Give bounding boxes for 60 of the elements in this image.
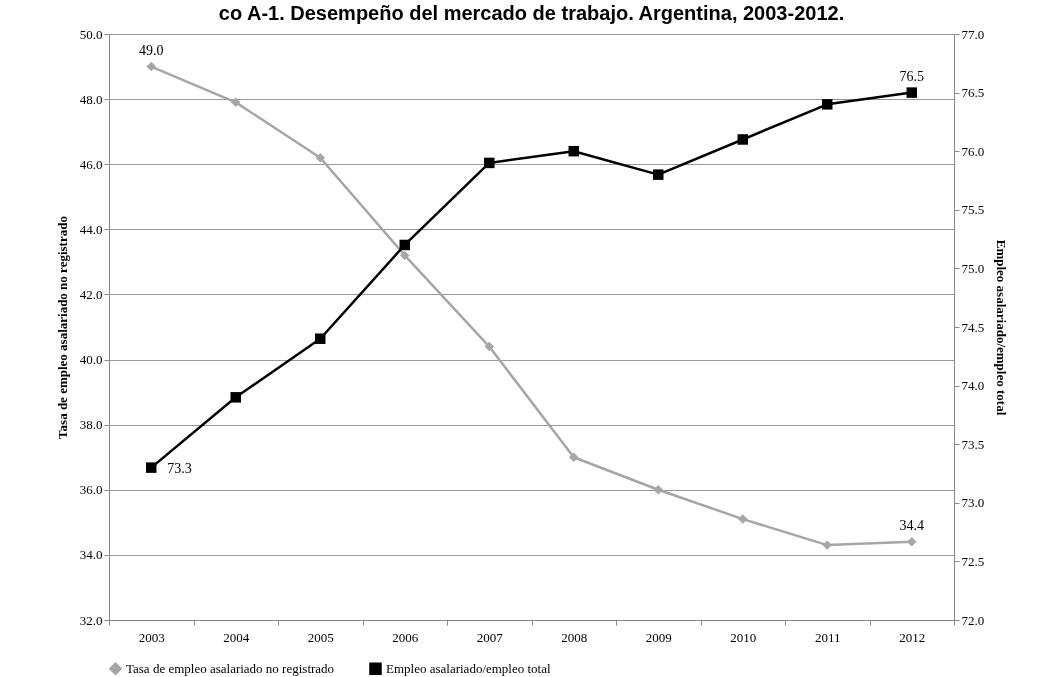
point <box>399 239 410 251</box>
point <box>822 540 832 550</box>
x-tick-label: 2005 <box>307 629 334 645</box>
x-tick-label: 2010 <box>730 629 757 645</box>
x-tick-label: 2006 <box>392 629 419 645</box>
point <box>400 250 410 261</box>
point <box>230 392 241 403</box>
point <box>484 341 494 352</box>
point <box>146 61 156 72</box>
x-tick-label: 2009 <box>645 629 672 645</box>
point <box>569 452 579 462</box>
data-label: 76.5 <box>899 68 924 84</box>
point <box>146 462 157 473</box>
data-label: 73.3 <box>167 460 192 476</box>
y-tick-label: 42.0 <box>79 286 103 302</box>
point <box>568 145 579 157</box>
point <box>653 485 663 495</box>
y2-tick-label: 74.0 <box>961 378 985 394</box>
x-tick-label: 2004 <box>223 629 250 645</box>
point <box>315 333 326 344</box>
y2-tick-label: 75.5 <box>961 202 985 218</box>
y-tick-label: 32.0 <box>79 612 103 628</box>
x-tick-label: 2007 <box>476 629 504 645</box>
y2-tick-label: 73.5 <box>961 436 985 452</box>
y-tick-label: 36.0 <box>79 482 103 498</box>
point <box>907 537 917 547</box>
legend-label: Empleo asalariado/empleo total <box>386 660 551 676</box>
point <box>738 514 748 524</box>
y2-tick-label: 76.0 <box>961 143 985 159</box>
point <box>653 169 664 180</box>
y-tick-label: 50.0 <box>79 26 103 42</box>
y-axis-title: Tasa de empleo asalariado no registrado <box>54 216 70 439</box>
point <box>906 87 917 98</box>
y2-axis-title: Empleo asalariado/empleo total <box>994 239 1010 416</box>
data-label: 49.0 <box>139 42 164 58</box>
point <box>737 134 748 145</box>
chart-title: co A-1. Desempeño del mercado de trabajo. Argentina, 2003-2012. <box>218 2 845 24</box>
y-tick-label: 38.0 <box>79 417 103 433</box>
y-tick-label: 40.0 <box>79 352 103 368</box>
point <box>315 152 325 163</box>
x-tick-label: 2011 <box>814 629 841 645</box>
point <box>484 157 495 169</box>
y2-tick-label: 72.5 <box>961 553 985 569</box>
point <box>231 97 241 108</box>
y2-tick-label: 74.5 <box>961 319 985 335</box>
x-tick-label: 2003 <box>138 629 165 645</box>
legend-label: Tasa de empleo asalariado no registrado <box>126 660 335 676</box>
y-tick-label: 48.0 <box>79 91 103 107</box>
data-label: 34.4 <box>899 517 924 533</box>
x-tick-label: 2008 <box>561 629 588 645</box>
y-tick-label: 34.0 <box>79 547 103 563</box>
x-tick-label: 2012 <box>899 629 926 645</box>
y2-tick-label: 76.5 <box>961 85 985 101</box>
y2-tick-label: 77.0 <box>961 26 985 42</box>
y-tick-label: 46.0 <box>79 156 103 172</box>
y2-tick-label: 75.0 <box>961 260 985 276</box>
y-tick-label: 44.0 <box>79 221 103 237</box>
y2-tick-label: 73.0 <box>961 495 985 511</box>
y2-tick-label: 72.0 <box>961 612 985 628</box>
point <box>822 99 833 110</box>
